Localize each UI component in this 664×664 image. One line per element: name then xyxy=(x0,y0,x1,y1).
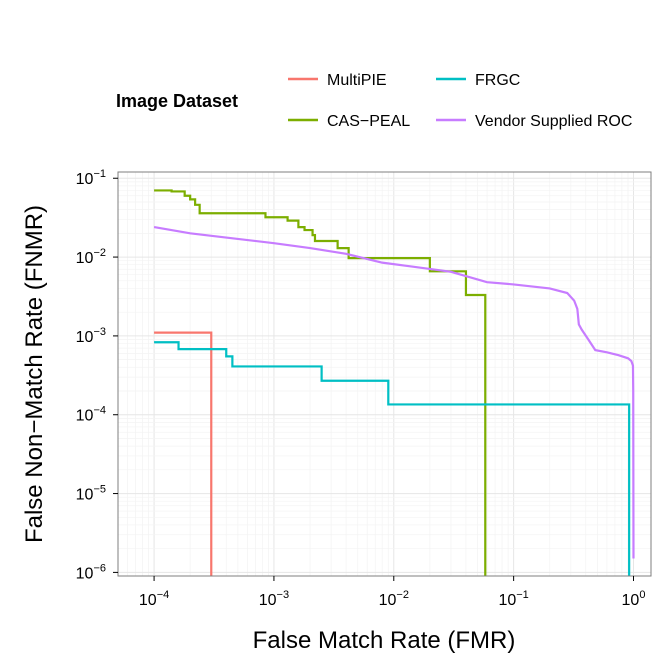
series-lines xyxy=(153,189,635,576)
legend-title: Image Dataset xyxy=(116,91,238,111)
series-line-vendor-supplied-roc xyxy=(153,226,635,559)
y-tick-label: 10−4 xyxy=(76,405,106,425)
legend-label-vendor-roc: Vendor Supplied ROC xyxy=(475,113,632,130)
plot-border xyxy=(117,171,652,577)
y-axis: 10−1 10−2 10−3 10−4 10−5 10−6 xyxy=(76,168,118,582)
y-tick-label: 10−5 xyxy=(76,484,106,504)
x-tick-label: 10−1 xyxy=(498,589,528,609)
plot-panel xyxy=(117,171,652,577)
x-tick-label: 10−3 xyxy=(259,589,289,609)
legend-label-frgc: FRGC xyxy=(475,72,520,89)
y-tick-label: 10−2 xyxy=(76,247,106,267)
legend-label-multipie: MultiPIE xyxy=(327,72,387,89)
legend-label-cas-peal: CAS−PEAL xyxy=(327,113,410,130)
legend: Image Dataset MultiPIE FRGC CAS−PEAL Ven… xyxy=(116,72,632,130)
series-line-cas-peal xyxy=(154,189,487,576)
grid xyxy=(117,172,651,577)
y-tick-label: 10−6 xyxy=(76,562,106,582)
y-tick-label: 10−3 xyxy=(76,326,106,346)
y-axis-title: False Non−Match Rate (FNMR) xyxy=(21,205,48,543)
series-line-multipie xyxy=(154,331,213,576)
series-line-frgc xyxy=(154,341,631,576)
x-axis-title: False Match Rate (FMR) xyxy=(253,627,516,654)
y-tick-label: 10−1 xyxy=(76,168,106,188)
x-tick-label: 10−2 xyxy=(379,589,409,609)
x-axis: 10−4 10−3 10−2 10−1 100 xyxy=(139,576,646,609)
x-tick-label: 100 xyxy=(622,589,646,609)
x-tick-label: 10−4 xyxy=(139,589,169,609)
